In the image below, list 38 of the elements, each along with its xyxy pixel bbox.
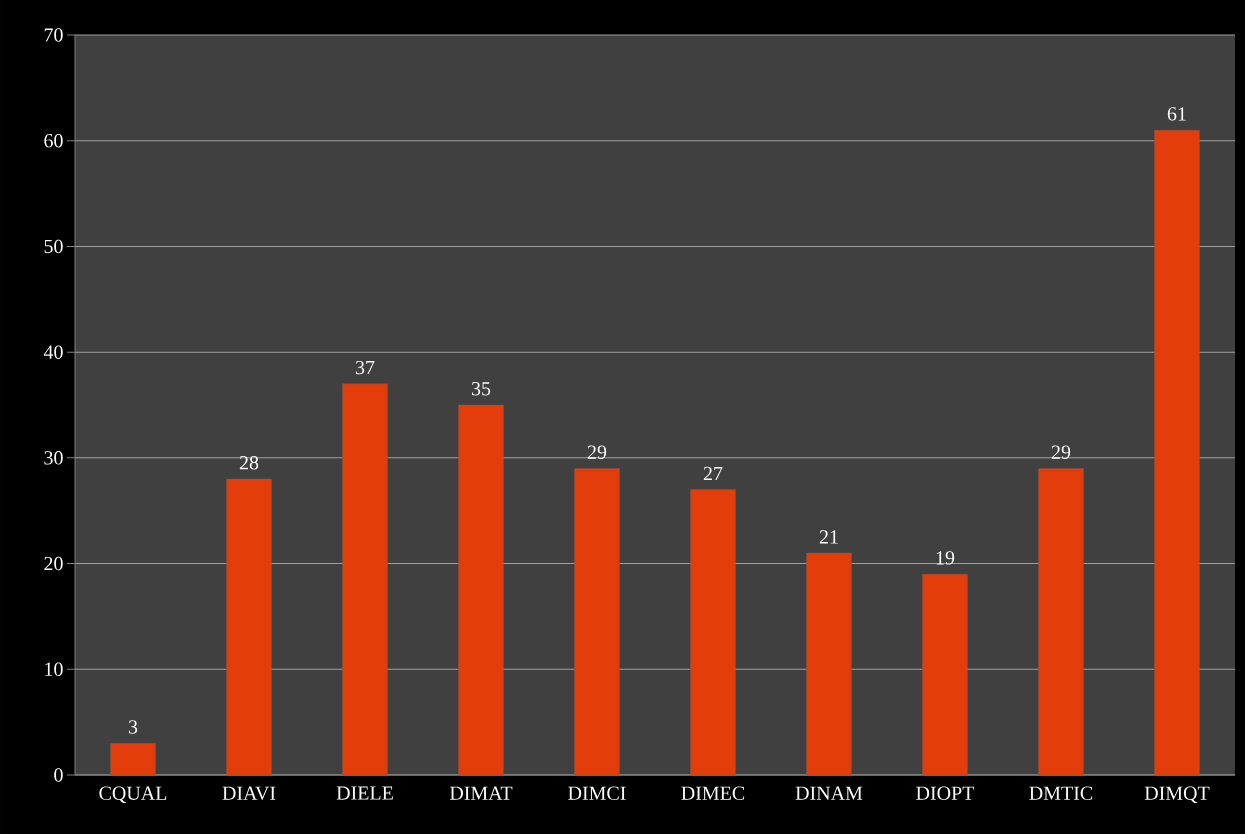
x-tick-label: DIAVI	[222, 786, 276, 801]
x-tick-label: DIELE	[336, 786, 393, 800]
bar	[1154, 129, 1200, 776]
x-tick-label: DIMQT	[1144, 786, 1210, 804]
data-label: 29	[1051, 445, 1071, 459]
bar	[458, 404, 504, 776]
bar	[922, 573, 968, 776]
y-tick-label: 50	[44, 239, 63, 254]
bar	[574, 468, 620, 776]
bar	[1038, 468, 1084, 776]
bar	[690, 489, 736, 776]
bar	[110, 743, 156, 776]
data-label: 3	[128, 720, 138, 734]
x-tick-label: DIMCI	[568, 786, 626, 800]
y-tick-label: 30	[44, 451, 63, 465]
data-label: 37	[355, 360, 375, 375]
x-tick-label: DMTIC	[1029, 786, 1093, 800]
y-tick-label: 10	[45, 662, 63, 677]
x-tick-label: CQUAL	[99, 786, 167, 804]
bar	[342, 383, 388, 776]
data-label: 35	[471, 382, 491, 396]
data-label: 19	[936, 551, 955, 565]
y-tick-label: 70	[44, 28, 63, 42]
y-tick-label: 20	[44, 556, 63, 571]
x-tick-label: DINAM	[795, 786, 863, 800]
data-label: 61	[1167, 107, 1186, 121]
data-label: 21	[819, 530, 838, 544]
bar	[226, 478, 272, 776]
data-label: 28	[239, 455, 259, 470]
data-label: 29	[587, 445, 607, 459]
x-tick-label: DIMEC	[681, 786, 745, 800]
y-tick-label: 60	[44, 133, 63, 148]
bar	[806, 552, 852, 776]
y-tick-label: 0	[54, 768, 63, 782]
x-tick-label: DIOPT	[916, 786, 975, 800]
data-label: 27	[703, 466, 723, 481]
y-tick-label: 40	[43, 345, 63, 359]
x-tick-label: DIMAT	[449, 786, 513, 800]
